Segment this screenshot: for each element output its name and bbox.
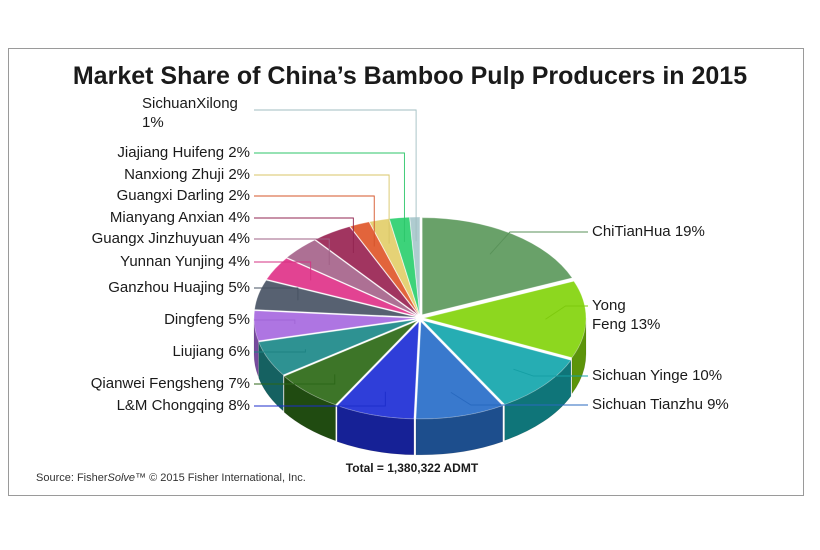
leader-line xyxy=(254,238,330,266)
pie-slice xyxy=(253,310,417,342)
pie-labels: ChiTianHua 19% Yong Feng 13% Sichuan Yinge … xyxy=(91,95,729,414)
pie-tops xyxy=(253,216,587,420)
leader-line xyxy=(545,305,588,320)
pie-slice xyxy=(423,280,587,359)
source-italic: Solve xyxy=(107,472,136,484)
slice-label: ChiTianHua 19% xyxy=(592,223,705,240)
pie-slice xyxy=(286,239,418,316)
slice-label: Yunnan Yunjing 4% xyxy=(120,253,250,270)
slice-label-line: Yong xyxy=(592,297,626,314)
leader-line xyxy=(254,195,375,247)
leader-line xyxy=(254,287,299,301)
leader-line xyxy=(254,374,336,385)
source-note: Source: FisherSolve™ © 2015 Fisher Inter… xyxy=(36,472,306,484)
slice-label: SichuanXilong 1% xyxy=(142,95,238,131)
slice-label: Dingfeng 5% xyxy=(164,311,250,328)
slice-label: Guangxi Darling 2% xyxy=(117,187,250,204)
slice-label: Yong Feng 13% xyxy=(592,297,660,333)
pie-slice xyxy=(258,319,417,376)
leader-line xyxy=(254,391,386,407)
slice-label: Qianwei Fengsheng 7% xyxy=(91,375,250,392)
slice-label: Guangx Jinzhuyuan 4% xyxy=(92,230,250,247)
pie-sides xyxy=(253,318,587,456)
pie-slice xyxy=(409,216,421,315)
slice-label: Nanxiong Zhuji 2% xyxy=(124,166,250,183)
leader-line xyxy=(450,392,588,406)
slice-label: Mianyang Anxian 4% xyxy=(110,209,250,226)
leader-line xyxy=(254,319,296,324)
total-label: Total = 1,380,322 ADMT xyxy=(346,461,479,475)
leader-line xyxy=(254,174,390,244)
leader-line xyxy=(489,231,588,255)
pie-slice xyxy=(265,257,417,317)
leader-line xyxy=(254,217,354,253)
pie-slice xyxy=(415,320,504,420)
leader-line xyxy=(254,261,312,281)
pie-slice xyxy=(421,217,573,316)
source-suffix: ™ © 2015 Fisher International, Inc. xyxy=(135,472,306,484)
leader-line xyxy=(513,368,588,377)
chart-title: Market Share of China’s Bamboo Pulp Prod… xyxy=(72,62,748,90)
source-prefix: Source: Fisher xyxy=(36,472,108,484)
pie-slice xyxy=(349,221,419,315)
leader-line xyxy=(254,349,306,353)
slice-label: Liujiang 6% xyxy=(172,343,250,360)
slice-label-line: 1% xyxy=(142,114,164,131)
slice-label: Jiajiang Huifeng 2% xyxy=(117,144,250,161)
slice-label-line: Feng 13% xyxy=(592,316,660,333)
slice-label: Sichuan Yinge 10% xyxy=(592,367,722,384)
slice-label: Sichuan Tianzhu 9% xyxy=(592,396,729,413)
slice-label: Ganzhou Huajing 5% xyxy=(108,279,250,296)
leader-line xyxy=(254,152,405,242)
slice-side xyxy=(415,405,504,456)
slice-label: L&M Chongqing 8% xyxy=(117,397,250,414)
leader-line xyxy=(254,109,417,242)
slice-label-line: SichuanXilong xyxy=(142,95,238,112)
pie-slice xyxy=(421,319,572,405)
pie-slice xyxy=(254,279,417,318)
